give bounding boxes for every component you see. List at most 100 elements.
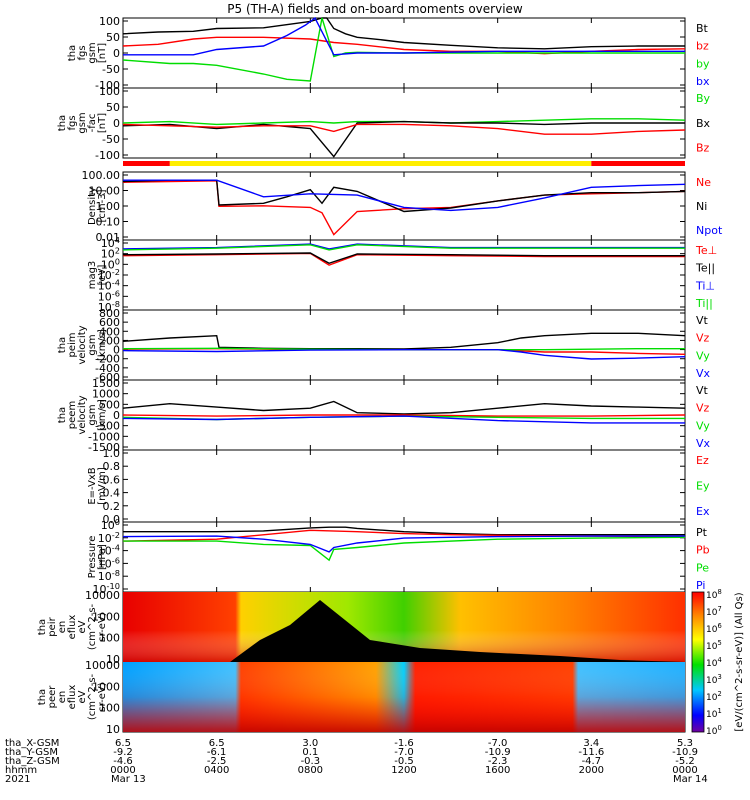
series-line-Te|| (122, 252, 685, 265)
peir-black-fill (230, 600, 685, 662)
ytick-label: 10.00 (89, 185, 121, 198)
legend-Vt: Vt (696, 384, 709, 397)
ytick-label: 1.00 (96, 200, 121, 213)
series-line-Pi (122, 535, 685, 553)
ephem-value: 0800 (298, 765, 323, 776)
series-line-Bx (122, 120, 685, 158)
legend-bx: bx (696, 75, 710, 88)
ephem-value: 6.5 (115, 738, 131, 749)
ylabel-line: sr-eV) (97, 612, 108, 641)
panel-fgs-fac: 100 50 0 -50 -100 tha fgs gsm -fac [nT] By Bx Bz (57, 85, 711, 166)
ephem-value: -7.0 (394, 747, 414, 758)
colorbar-tick-label: 101 (706, 707, 722, 720)
ytick-label: 10-4 (98, 543, 120, 558)
ylabel-line: [mV/m] (97, 467, 108, 505)
ytick-label: 100.00 (82, 169, 121, 182)
ytick-label: 104 (101, 235, 120, 250)
ytick-label: -100 (95, 149, 120, 162)
ylabel-line: sr-eV) (97, 682, 108, 711)
ytick-label: 10-10 (93, 581, 120, 596)
ytick-label: 1000 (92, 680, 120, 693)
legend-By: By (696, 92, 711, 105)
legend-bz: bz (696, 40, 709, 53)
series-line-Vt (122, 400, 686, 415)
ytick-label: 0.0 (103, 513, 121, 526)
legend-Npot: Npot (696, 224, 723, 237)
series-line-Pe (123, 536, 686, 562)
peer-spectrogram-low-energy-shade (123, 662, 685, 732)
legend-Te⊥: Te⊥ (695, 244, 717, 257)
ytick-label: 100 (99, 85, 120, 98)
ytick-label: 10 (106, 723, 120, 736)
ytick-label: -1500 (88, 441, 120, 454)
ephem-value: 3.4 (583, 738, 599, 749)
ephem-value: -11.6 (578, 747, 604, 758)
legend-Ey: Ey (696, 480, 710, 493)
legend-Pt: Pt (696, 526, 708, 539)
legend-Vx: Vx (696, 367, 711, 380)
legend-by: by (696, 57, 710, 70)
series-line-Bt (122, 17, 685, 50)
ytick-label: -600 (95, 371, 120, 384)
ytick-label: 100 (101, 517, 120, 532)
ytick-label: 10-8 (98, 299, 120, 314)
ephem-row-label: hhmm (5, 765, 37, 776)
ylabel-line: tha (37, 619, 48, 635)
legend-Vz: Vz (696, 332, 710, 345)
status-bar-yellow (169, 161, 592, 166)
ephem-value: -0.3 (301, 756, 321, 767)
legend-Vz: Vz (696, 402, 710, 415)
panel-fgs: 100 50 0 -50 -100 tha fgs gsm [nT] Bt bz by bx (67, 15, 710, 92)
ytick-label: 102 (101, 246, 120, 261)
ytick-label: -1000 (88, 430, 120, 443)
ytick-label: 0 (113, 47, 120, 60)
ephem-value: -4.6 (113, 756, 133, 767)
ephem-value: 1200 (391, 765, 416, 776)
ephem-value: -9.2 (113, 747, 133, 758)
ylabel-line: eV (77, 620, 88, 633)
ylabel-line: Density (87, 187, 98, 225)
ylabel-line: en (57, 691, 68, 704)
ylabel-line: peim (67, 332, 78, 357)
ytick-label: 0 (113, 117, 120, 130)
ytick-label: 100 (99, 15, 120, 28)
legend-Ez: Ez (696, 454, 709, 467)
colorbar-tick-label: 108 (706, 588, 722, 601)
ytick-label: 10-2 (98, 267, 120, 282)
ytick-label: 10-6 (98, 555, 120, 570)
legend-Bx: Bx (696, 117, 711, 130)
colorbar-tick-label: 107 (706, 605, 722, 618)
ephem-value: -10.9 (485, 747, 511, 758)
series-line-Vt (122, 332, 686, 350)
status-bar-red (591, 161, 685, 166)
legend-Bt: Bt (696, 22, 709, 35)
ylabel-line: velocity (77, 325, 88, 364)
series-line-Bz (122, 123, 686, 135)
ytick-label: 0.4 (103, 487, 121, 500)
ylabel-line: peem (67, 401, 78, 429)
series-line-Vx (122, 415, 685, 424)
panel-frame-moments-temperature (122, 239, 686, 311)
ytick-label: 200 (99, 334, 120, 347)
ylabel-line: [nPa] (97, 544, 108, 570)
ytick-label: 10-4 (98, 278, 120, 293)
ytick-label: 600 (99, 316, 120, 329)
ephem-value: 0400 (204, 765, 229, 776)
ylabel-line: [nT] (97, 43, 108, 63)
ylabel-line: tha (57, 115, 68, 131)
ylabel-line: tha (57, 337, 68, 353)
series-line-Vz (122, 414, 686, 417)
colorbar-tick-label: 103 (706, 673, 722, 686)
date-start: Mar 13 (111, 774, 146, 785)
ephem-value: -1.6 (394, 738, 414, 749)
legend-Ti⊥: Ti⊥ (695, 279, 715, 292)
colorbar-tick-label: 106 (706, 622, 722, 635)
spectrograms-group: 108 107 106 105 104 103 102 101 100 [eV/(cm^2-s-s… (123, 588, 745, 737)
ytick-label: 10 (106, 653, 120, 666)
ytick-label: 0.01 (96, 231, 121, 244)
legend-Vy: Vy (696, 419, 710, 432)
ephem-value: -4.7 (582, 756, 602, 767)
ylabel-line: [cm-3] (97, 189, 108, 222)
